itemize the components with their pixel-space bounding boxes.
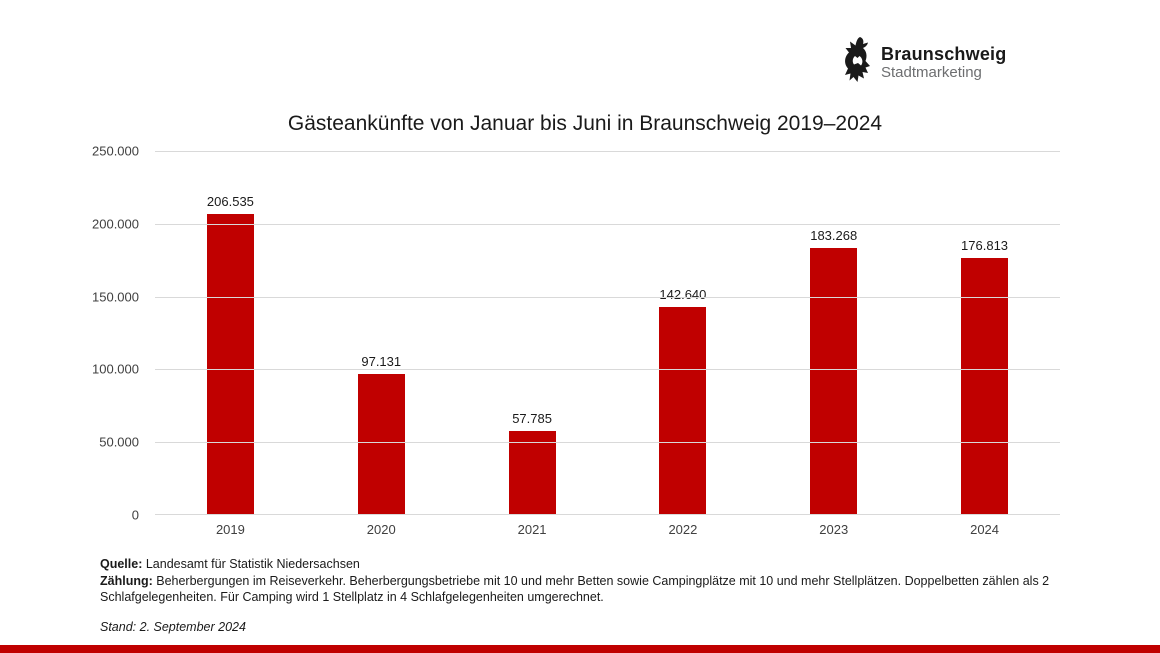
y-tick-label: 50.000 xyxy=(99,434,139,450)
stadtmarketing-logo: Braunschweig Stadtmarketing xyxy=(840,36,1006,89)
bar-2024 xyxy=(961,257,1009,515)
x-tick-label: 2021 xyxy=(517,522,547,537)
gridline xyxy=(155,151,1060,152)
y-tick-label: 250.000 xyxy=(92,143,139,159)
x-tick-label: 2019 xyxy=(215,522,245,537)
stand-date: Stand: 2. September 2024 xyxy=(100,619,246,634)
x-tick-label: 2020 xyxy=(366,522,396,537)
gridline xyxy=(155,223,1060,225)
bottom-accent-bar xyxy=(0,645,1160,653)
bar-2021 xyxy=(508,430,556,515)
y-tick-label: 150.000 xyxy=(92,289,139,305)
x-axis: 2019 2020 2021 2022 2023 2024 xyxy=(155,522,1060,537)
bar-2020 xyxy=(357,373,405,515)
gridline xyxy=(155,514,1060,515)
bar-value-label: 183.268 xyxy=(810,228,858,244)
footer-notes: Quelle: Landesamt für Statistik Niedersa… xyxy=(100,556,1105,636)
bar-2022 xyxy=(659,307,707,515)
plot-area: 206.535 97.131 57.785 142.640 183.268 176.813 xyxy=(155,151,1060,515)
x-tick-label: 2023 xyxy=(819,522,849,537)
bar-value-label: 142.640 xyxy=(659,287,707,303)
counting-label: Zählung: xyxy=(100,573,153,588)
y-tick-label: 0 xyxy=(131,507,139,523)
lion-logo-icon xyxy=(840,36,872,89)
source-label: Quelle: xyxy=(100,557,143,571)
bar-value-label: 176.813 xyxy=(961,237,1009,253)
bar-value-label: 57.785 xyxy=(512,410,552,426)
logo-subtitle: Stadtmarketing xyxy=(881,64,982,82)
x-tick-label: 2024 xyxy=(970,522,1000,537)
y-axis: 250.000 200.000 150.000 100.000 50.000 0 xyxy=(0,144,147,523)
gridline xyxy=(155,442,1060,444)
bar-value-label: 206.535 xyxy=(206,194,254,210)
logo-text: Braunschweig Stadtmarketing xyxy=(881,44,1006,82)
bar-2023 xyxy=(810,248,858,515)
bar-column: 183.268 xyxy=(758,151,909,515)
y-tick-label: 200.000 xyxy=(92,216,139,232)
gridline xyxy=(155,369,1060,371)
bar-2019 xyxy=(206,214,254,515)
bar-column: 176.813 xyxy=(909,151,1060,515)
source-text: Landesamt für Statistik Niedersachsen xyxy=(142,557,360,571)
gridline xyxy=(155,296,1060,298)
bar-column: 142.640 xyxy=(607,151,758,515)
bar-columns: 206.535 97.131 57.785 142.640 183.268 176.813 xyxy=(155,151,1060,515)
source-line: Quelle: Landesamt für Statistik Niedersa… xyxy=(100,556,1105,573)
x-tick-label: 2022 xyxy=(668,522,698,537)
bar-column: 57.785 xyxy=(457,151,608,515)
counting-text: Beherbergungen im Reiseverkehr. Beherber… xyxy=(100,573,1050,605)
bar-column: 206.535 xyxy=(155,151,306,515)
bar-column: 97.131 xyxy=(306,151,457,515)
bar-value-label: 97.131 xyxy=(361,353,402,369)
y-tick-label: 100.000 xyxy=(92,361,139,377)
logo-brand: Braunschweig xyxy=(881,43,1007,64)
chart-title: Gästeankünfte von Januar bis Juni in Bra… xyxy=(287,112,883,135)
counting-line: Zählung: Beherbergungen im Reiseverkehr.… xyxy=(100,573,1105,606)
